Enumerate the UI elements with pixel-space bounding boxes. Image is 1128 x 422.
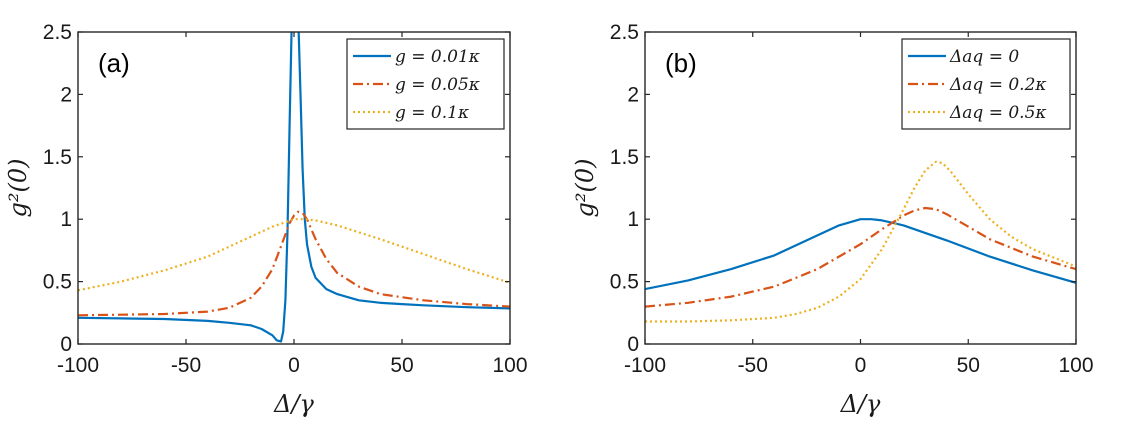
y-tick-label: 2 [60,83,72,106]
x-tick-label: -50 [738,354,768,377]
legend: g = 0.01κ g = 0.05κ g = 0.1κ [346,38,505,130]
series-line-3 [645,160,1076,323]
series-line-3 [78,218,510,292]
x-axis-label: Δ/γ [273,390,314,418]
x-tick-label: 100 [492,354,527,377]
x-tick-label: -100 [624,354,666,377]
panel-a: -100 -50 0 50 100 0 0.5 1 1.5 2 2.5 Δ/γ g²(0) (a) g = … [4,21,528,418]
legend-entry: Δaq = 0.2κ [949,75,1047,95]
y-axis-label: g²(0) [4,159,32,218]
x-tick-label: -50 [171,354,201,377]
y-tick-label: 0.5 [610,271,639,294]
x-tick-label: 50 [390,354,413,377]
legend-entry: g = 0.05κ [395,75,480,95]
panel-label: (b) [665,48,697,78]
x-tick-label: 0 [855,354,867,377]
x-tick-label: 50 [957,354,980,377]
series-line-1 [645,218,1076,291]
y-tick-label: 2 [627,83,639,106]
y-tick-label: 2.5 [43,21,72,44]
y-tick-label: 0.5 [43,271,72,294]
x-tick-label: 100 [1058,354,1093,377]
y-tick-label: 1 [627,208,639,231]
legend-entry: g = 0.01κ [395,47,480,67]
panel-b: -100 -50 0 50 100 0 0.5 1 1.5 2 2.5 Δ/γ g²(0) (b) Δaq … [571,21,1094,418]
y-axis-label: g²(0) [571,159,599,218]
legend-entry: g = 0.1κ [395,103,469,123]
legend-entry: Δaq = 0 [949,47,1019,67]
y-tick-label: 1 [60,208,72,231]
x-tick-label: -100 [57,354,99,377]
x-tick-label: 0 [288,354,300,377]
panel-label: (a) [98,48,130,78]
y-tick-label: 0 [60,333,72,356]
series-line-1 [78,32,510,343]
y-tick-label: 1.5 [43,146,72,169]
legend-entry: Δaq = 0.5κ [949,103,1047,123]
y-tick-label: 2.5 [610,21,639,44]
y-tick-label: 0 [627,333,639,356]
legend: Δaq = 0 Δaq = 0.2κ Δaq = 0.5κ [901,38,1071,130]
series-line-2 [78,210,510,317]
y-tick-label: 1.5 [610,146,639,169]
series-line-2 [645,206,1076,308]
x-axis-label: Δ/γ [840,390,881,418]
